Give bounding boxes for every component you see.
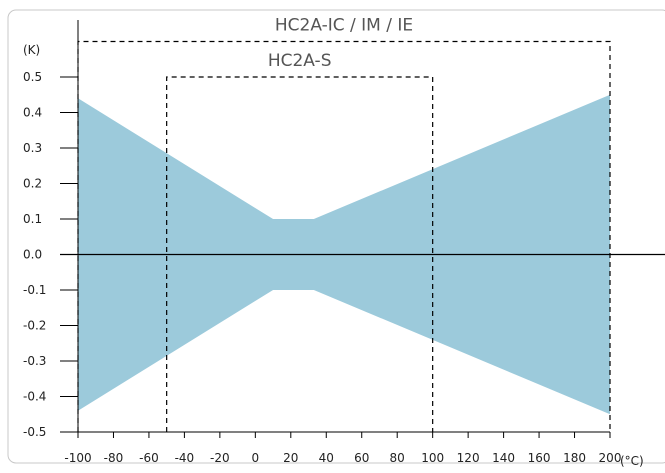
x-tick-label: -20 [210, 451, 230, 465]
x-tick-label: 40 [319, 451, 334, 465]
x-tick-label: -100 [64, 451, 91, 465]
range-bracket [77, 40, 611, 432]
x-tick-label: 20 [283, 451, 298, 465]
y-ticks: 0.5 0.4 0.3 0.2 0.1 0.0 -0.1 -0.2 -0.3 -0.4 -0.5 [23, 70, 78, 439]
y-tick-label: 0.1 [23, 212, 42, 226]
y-tick-label: -0.5 [23, 425, 46, 439]
range-bracket [166, 76, 434, 432]
x-ticks: -100 -80 -60 -40 -20 0 20 40 60 80 100 120 140 160 180… [64, 432, 621, 465]
x-tick-label: 160 [528, 451, 551, 465]
x-tick-label: 140 [492, 451, 515, 465]
y-tick-label: -0.1 [23, 283, 46, 297]
x-tick-label: 80 [390, 451, 405, 465]
y-tick-label: 0.4 [23, 106, 42, 120]
x-tick-label: -40 [175, 451, 195, 465]
y-tick-label: 0.3 [23, 141, 42, 155]
plot-frame [7, 9, 665, 464]
y-tick-label: 0.5 [23, 70, 42, 84]
y-tick-label: 0.0 [23, 248, 42, 262]
x-tick-label: 120 [457, 451, 480, 465]
x-tick-label: -80 [104, 451, 124, 465]
y-unit-label: (K) [23, 43, 40, 57]
x-tick-label: 100 [421, 451, 444, 465]
y-tick-label: -0.3 [23, 354, 46, 368]
y-tick-label: -0.4 [23, 390, 46, 404]
x-tick-label: 60 [354, 451, 369, 465]
x-tick-label: 180 [563, 451, 586, 465]
range-label: HC2A-IC / IM / IE [275, 16, 413, 36]
x-unit-label: (°C) [620, 454, 644, 468]
x-tick-label: 0 [252, 451, 260, 465]
range-markers: HC2A-IC / IM / IE HC2A-S [77, 16, 611, 432]
x-tick-label: 200 [599, 451, 622, 465]
range-label: HC2A-S [268, 51, 332, 71]
y-tick-label: 0.2 [23, 177, 42, 191]
y-tick-label: -0.2 [23, 319, 46, 333]
x-tick-label: -60 [139, 451, 159, 465]
